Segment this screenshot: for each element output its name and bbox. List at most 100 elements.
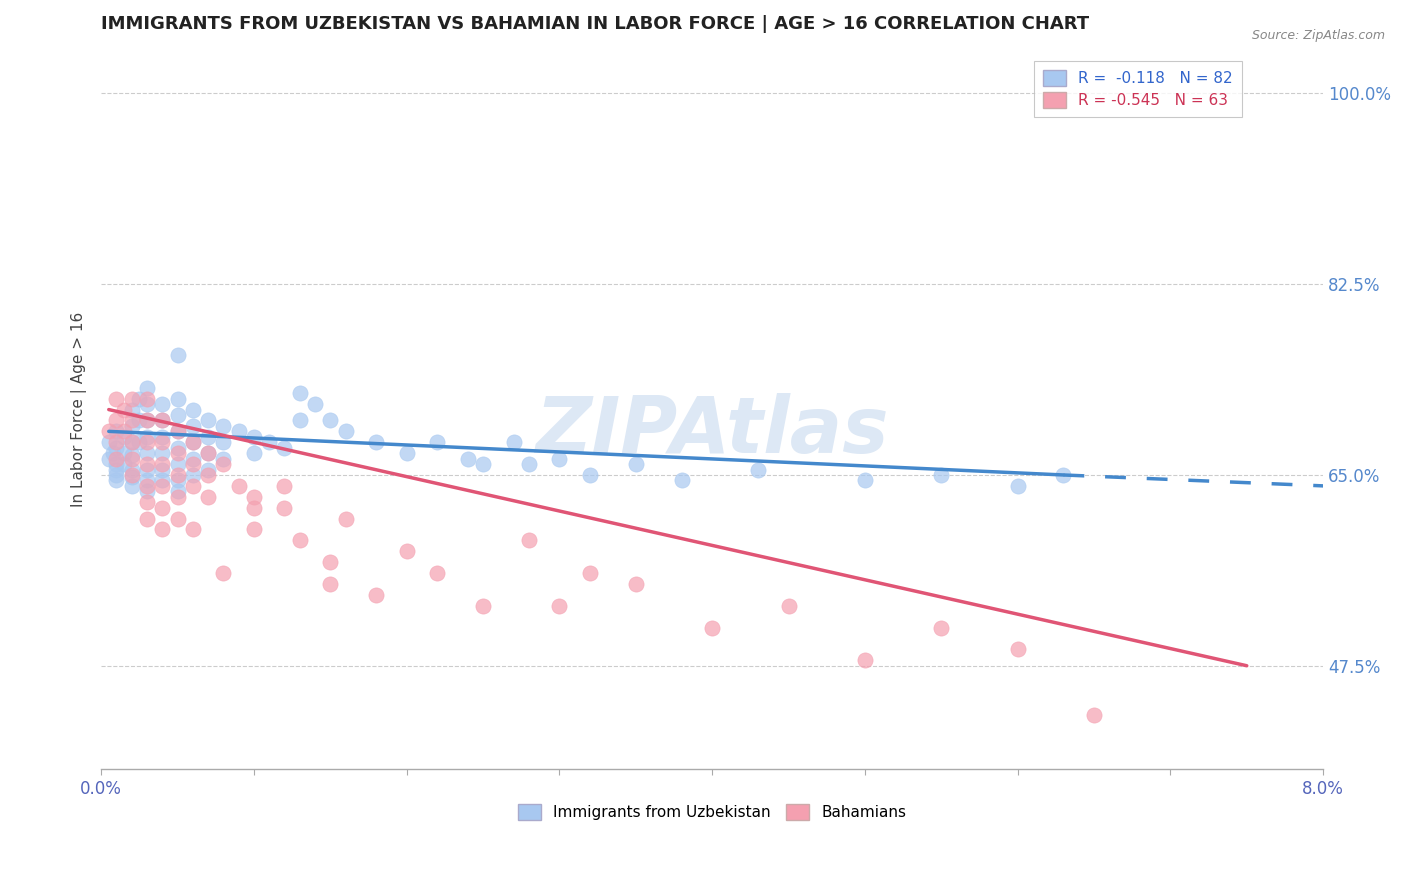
Point — [197, 446, 219, 460]
Point — [136, 413, 159, 427]
Point — [150, 397, 173, 411]
Point — [150, 523, 173, 537]
Point — [747, 462, 769, 476]
Point — [112, 430, 135, 444]
Point — [181, 467, 204, 482]
Point — [136, 435, 159, 450]
Point — [181, 418, 204, 433]
Point — [243, 490, 266, 504]
Point — [548, 599, 571, 613]
Point — [1007, 479, 1029, 493]
Point — [929, 467, 952, 482]
Point — [105, 462, 128, 476]
Point — [121, 392, 143, 406]
Point — [112, 457, 135, 471]
Point — [150, 435, 173, 450]
Point — [112, 446, 135, 460]
Point — [243, 500, 266, 515]
Point — [319, 555, 342, 569]
Point — [136, 462, 159, 476]
Point — [105, 451, 128, 466]
Point — [166, 408, 188, 422]
Point — [166, 490, 188, 504]
Point — [105, 435, 128, 450]
Point — [121, 448, 143, 462]
Point — [181, 479, 204, 493]
Point — [136, 479, 159, 493]
Point — [112, 402, 135, 417]
Point — [273, 441, 295, 455]
Point — [624, 457, 647, 471]
Point — [778, 599, 800, 613]
Point — [426, 566, 449, 580]
Point — [335, 511, 357, 525]
Point — [197, 446, 219, 460]
Point — [929, 621, 952, 635]
Point — [181, 523, 204, 537]
Point — [335, 425, 357, 439]
Point — [121, 435, 143, 450]
Point — [166, 511, 188, 525]
Point — [228, 479, 250, 493]
Point — [364, 435, 387, 450]
Point — [624, 577, 647, 591]
Point — [243, 446, 266, 460]
Point — [121, 413, 143, 427]
Point — [304, 397, 326, 411]
Point — [105, 413, 128, 427]
Point — [136, 446, 159, 460]
Point — [517, 533, 540, 548]
Point — [103, 446, 125, 460]
Point — [150, 413, 173, 427]
Point — [166, 441, 188, 455]
Point — [97, 425, 120, 439]
Point — [548, 451, 571, 466]
Point — [288, 413, 311, 427]
Point — [228, 425, 250, 439]
Point — [136, 474, 159, 488]
Point — [105, 467, 128, 482]
Point — [212, 418, 235, 433]
Point — [1083, 707, 1105, 722]
Point — [150, 500, 173, 515]
Point — [166, 467, 188, 482]
Point — [212, 457, 235, 471]
Point — [166, 425, 188, 439]
Text: IMMIGRANTS FROM UZBEKISTAN VS BAHAMIAN IN LABOR FORCE | AGE > 16 CORRELATION CHA: IMMIGRANTS FROM UZBEKISTAN VS BAHAMIAN I… — [101, 15, 1090, 33]
Point — [457, 451, 479, 466]
Point — [105, 457, 128, 471]
Point — [853, 653, 876, 667]
Point — [181, 402, 204, 417]
Point — [364, 588, 387, 602]
Point — [212, 451, 235, 466]
Point — [136, 397, 159, 411]
Point — [426, 435, 449, 450]
Legend: Immigrants from Uzbekistan, Bahamians: Immigrants from Uzbekistan, Bahamians — [512, 798, 912, 826]
Point — [197, 430, 219, 444]
Point — [1052, 467, 1074, 482]
Point — [166, 484, 188, 499]
Point — [121, 402, 143, 417]
Point — [150, 430, 173, 444]
Point — [166, 392, 188, 406]
Point — [136, 484, 159, 499]
Point — [97, 435, 120, 450]
Y-axis label: In Labor Force | Age > 16: In Labor Force | Age > 16 — [72, 312, 87, 508]
Point — [136, 381, 159, 395]
Point — [112, 425, 135, 439]
Point — [273, 479, 295, 493]
Point — [105, 392, 128, 406]
Point — [121, 451, 143, 466]
Point — [395, 544, 418, 558]
Point — [243, 430, 266, 444]
Point — [128, 392, 150, 406]
Point — [136, 495, 159, 509]
Point — [166, 348, 188, 362]
Point — [150, 413, 173, 427]
Point — [136, 392, 159, 406]
Point — [197, 490, 219, 504]
Point — [212, 435, 235, 450]
Point — [128, 435, 150, 450]
Point — [517, 457, 540, 471]
Point — [166, 457, 188, 471]
